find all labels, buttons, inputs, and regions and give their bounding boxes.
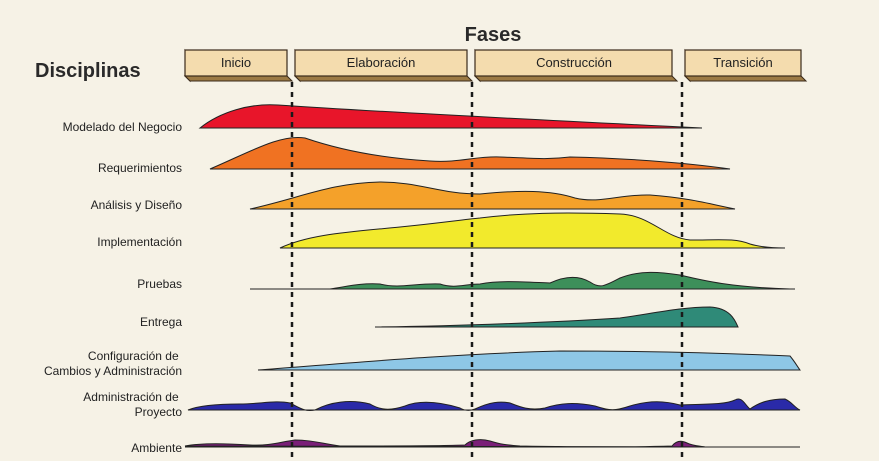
fases-heading: Fases: [465, 24, 522, 46]
curve-configuracion: [257, 350, 801, 371]
discipline-label-ambiente: Ambiente: [131, 441, 182, 455]
discipline-label-modelado: Modelado del Negocio: [63, 120, 183, 134]
curve-implementacion: [279, 212, 786, 249]
phase-dividers: [290, 82, 684, 461]
phase-box-construccion: Construcción: [473, 48, 679, 83]
phase-bar: Inicio Elaboración Construcción Transici…: [183, 48, 808, 83]
curve-analisis-y-diseno: [249, 181, 736, 210]
phase-label-elaboracion: Elaboración: [347, 55, 416, 70]
discipline-label-pruebas: Pruebas: [137, 277, 182, 291]
discipline-label-requerimientos: Requerimientos: [98, 161, 182, 175]
phase-label-inicio: Inicio: [221, 55, 251, 70]
discipline-label-configuracion: Configuración de Cambios y Administració…: [44, 349, 182, 378]
discipline-label-entrega: Entrega: [140, 315, 182, 329]
discipline-workload-curves: [184, 104, 801, 448]
phase-box-elaboracion: Elaboración: [293, 48, 474, 83]
curve-modelado-del-negocio: [198, 104, 703, 129]
phase-label-construccion: Construcción: [536, 55, 612, 70]
curve-administracion-proyecto: [187, 398, 801, 411]
discipline-label-implementacion: Implementación: [97, 235, 182, 249]
phase-box-inicio: Inicio: [183, 48, 294, 83]
discipline-label-analisis: Análisis y Diseño: [91, 198, 183, 212]
discipline-label-administracion: Administración de Proyecto: [83, 390, 182, 419]
phase-box-transicion: Transición: [683, 48, 808, 83]
phase-label-transicion: Transición: [713, 55, 772, 70]
curve-pruebas: [329, 271, 791, 290]
disciplinas-heading: Disciplinas: [35, 60, 141, 82]
curve-entrega: [374, 306, 739, 328]
curve-ambiente: [184, 439, 801, 448]
curve-requerimientos: [209, 136, 731, 170]
discipline-labels: Modelado del Negocio Requerimientos Anál…: [44, 120, 182, 455]
